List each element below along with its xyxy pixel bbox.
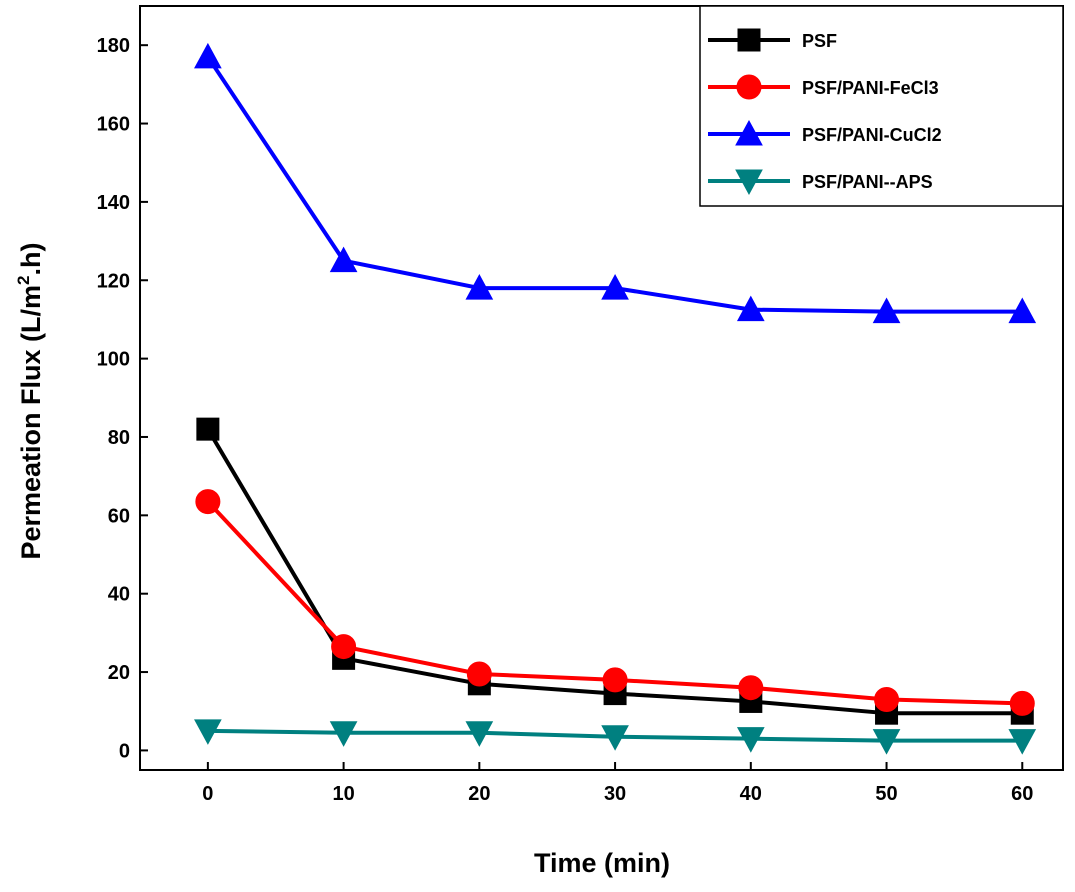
data-point-psf-pani-cucl2	[194, 42, 222, 69]
y-tick-label: 40	[108, 584, 130, 606]
y-axis-title: Permeation Flux (L/m2.h)	[14, 242, 46, 559]
x-axis: 0 10 20 30 40 50 60	[202, 762, 1033, 805]
y-axis: 0 20 40 60 80 100 120 140 160 180	[97, 35, 148, 762]
legend-marker-psf-pani-cucl2	[735, 119, 763, 146]
y-tick-label: 60	[108, 505, 130, 527]
legend-label-psf-pani-fecl3: PSF/PANI-FeCl3	[802, 78, 939, 98]
data-point-psf-pani-fecl3	[466, 661, 492, 687]
data-point-psf-pani-cucl2	[329, 246, 358, 273]
legend-marker-psf-pani-aps	[735, 169, 763, 196]
x-tick-label: 40	[740, 783, 762, 805]
x-axis-title: Time (min)	[534, 848, 670, 878]
data-point-psf-pani-aps	[465, 721, 494, 747]
x-tick-label: 0	[202, 783, 213, 805]
data-point-psf-pani-fecl3	[738, 675, 764, 701]
data-point-psf-pani-fecl3	[195, 489, 221, 515]
data-point-psf-pani-cucl2	[736, 295, 765, 322]
legend-marker-psf	[737, 28, 761, 52]
data-point-psf-pani-aps	[736, 727, 765, 753]
data-point-psf-pani-aps	[329, 721, 358, 747]
data-point-psf-pani-cucl2	[601, 274, 629, 300]
x-tick-label: 50	[875, 783, 897, 805]
data-point-psf-pani-aps	[601, 725, 629, 751]
legend-label-psf-pani-cucl2: PSF/PANI-CuCl2	[802, 125, 942, 145]
y-axis-title-unit: .h)	[16, 242, 46, 275]
data-point-psf-pani-cucl2	[1008, 297, 1037, 324]
y-tick-label: 0	[119, 740, 130, 762]
legend: PSF PSF/PANI-FeCl3 PSF/PANI-CuCl2 PSF/PANI-…	[699, 5, 1064, 207]
data-point-psf-pani-cucl2	[872, 297, 901, 324]
data-point-psf-pani-aps	[1008, 729, 1037, 755]
y-tick-label: 80	[108, 427, 130, 449]
x-tick-label: 60	[1011, 783, 1033, 805]
data-point-psf	[196, 417, 220, 441]
data-point-psf-pani-aps	[872, 729, 901, 755]
y-tick-label: 120	[97, 270, 130, 292]
data-point-psf-pani-fecl3	[331, 634, 357, 660]
y-tick-label: 100	[97, 349, 130, 371]
y-tick-label: 180	[97, 35, 130, 57]
data-point-psf-pani-fecl3	[1009, 690, 1035, 716]
y-axis-title-main: Permeation Flux (L/m	[16, 285, 46, 560]
data-point-psf-pani-cucl2	[465, 274, 494, 300]
data-point-psf-pani-fecl3	[874, 686, 900, 712]
data-point-psf-pani-aps	[194, 719, 222, 745]
x-tick-label: 20	[468, 783, 490, 805]
legend-label-psf: PSF	[802, 31, 837, 51]
legend-marker-psf-pani-fecl3	[736, 74, 762, 100]
y-axis-title-superscript: 2	[14, 275, 33, 284]
y-tick-label: 20	[108, 662, 130, 684]
data-point-psf-pani-fecl3	[602, 667, 628, 693]
legend-label-psf-pani-aps: PSF/PANI--APS	[802, 172, 933, 192]
x-tick-label: 30	[604, 783, 626, 805]
y-tick-label: 160	[97, 114, 130, 136]
x-tick-label: 10	[332, 783, 354, 805]
y-tick-label: 140	[97, 192, 130, 214]
plot-markers	[194, 42, 1037, 755]
plot-frame	[139, 5, 1064, 771]
